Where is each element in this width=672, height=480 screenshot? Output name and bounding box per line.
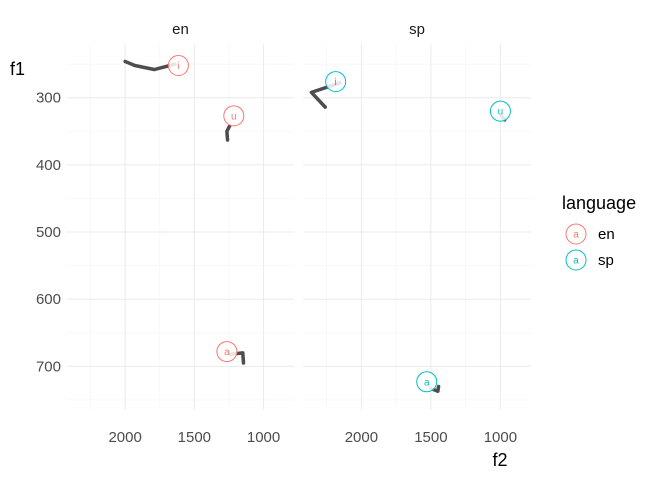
x-axis-tick-labels: 2000 1500 1000 2000 1500 1000 — [108, 429, 517, 446]
x-tick-label: 2000 — [345, 429, 378, 446]
legend-key-en — [565, 223, 587, 245]
vowel-marker-en-a — [216, 341, 238, 363]
panel-sp-strip-label: sp — [409, 21, 425, 38]
legend-key-sp — [565, 249, 587, 271]
legend-key-text-en: a — [573, 230, 579, 241]
x-tick-label: 1000 — [247, 429, 280, 446]
y-axis-tick-labels: 300 400 500 600 700 — [36, 90, 61, 376]
legend-label-sp: sp — [598, 252, 614, 269]
y-tick-label: 300 — [36, 90, 61, 107]
x-tick-label: 1000 — [484, 429, 517, 446]
legend-key-text-sp: a — [573, 256, 579, 267]
y-tick-label: 400 — [36, 157, 61, 174]
y-tick-label: 600 — [36, 291, 61, 308]
vowel-label-sp-a: a — [424, 377, 430, 388]
panel-en: en a i u — [67, 21, 294, 410]
legend: language a en a sp — [562, 193, 636, 271]
vowel-label-en-a: a — [224, 347, 230, 358]
trajectory-en-u — [225, 124, 232, 142]
vowel-label-sp-u: u — [498, 107, 504, 118]
y-axis-title: f1 — [10, 59, 25, 79]
vowel-label-en-i: i — [177, 61, 179, 72]
vowel-marker-sp-a — [416, 371, 438, 393]
vowel-label-sp-i: i — [335, 77, 337, 88]
x-tick-label: 1500 — [178, 429, 211, 446]
x-axis-title: f2 — [492, 450, 507, 470]
panel-sp-marks: a i u — [309, 71, 511, 393]
legend-title: language — [562, 193, 636, 213]
x-tick-label: 1500 — [414, 429, 447, 446]
y-tick-label: 700 — [36, 358, 61, 375]
panel-en-strip-label: en — [172, 21, 189, 38]
vowel-label-en-u: u — [231, 111, 237, 122]
legend-label-en: en — [598, 226, 615, 243]
y-tick-label: 500 — [36, 224, 61, 241]
vowel-marker-en-i — [167, 54, 189, 76]
panel-en-marks: a i u — [123, 54, 246, 365]
vowel-marker-sp-i — [325, 71, 347, 93]
panel-sp: sp a i u — [303, 21, 531, 410]
x-tick-label: 2000 — [108, 429, 141, 446]
panel-sp-grid — [303, 44, 531, 410]
trajectory-en-i — [123, 59, 177, 72]
vowel-marker-sp-u — [489, 100, 511, 122]
panel-en-grid — [67, 44, 294, 410]
vowel-marker-en-u — [223, 105, 245, 127]
